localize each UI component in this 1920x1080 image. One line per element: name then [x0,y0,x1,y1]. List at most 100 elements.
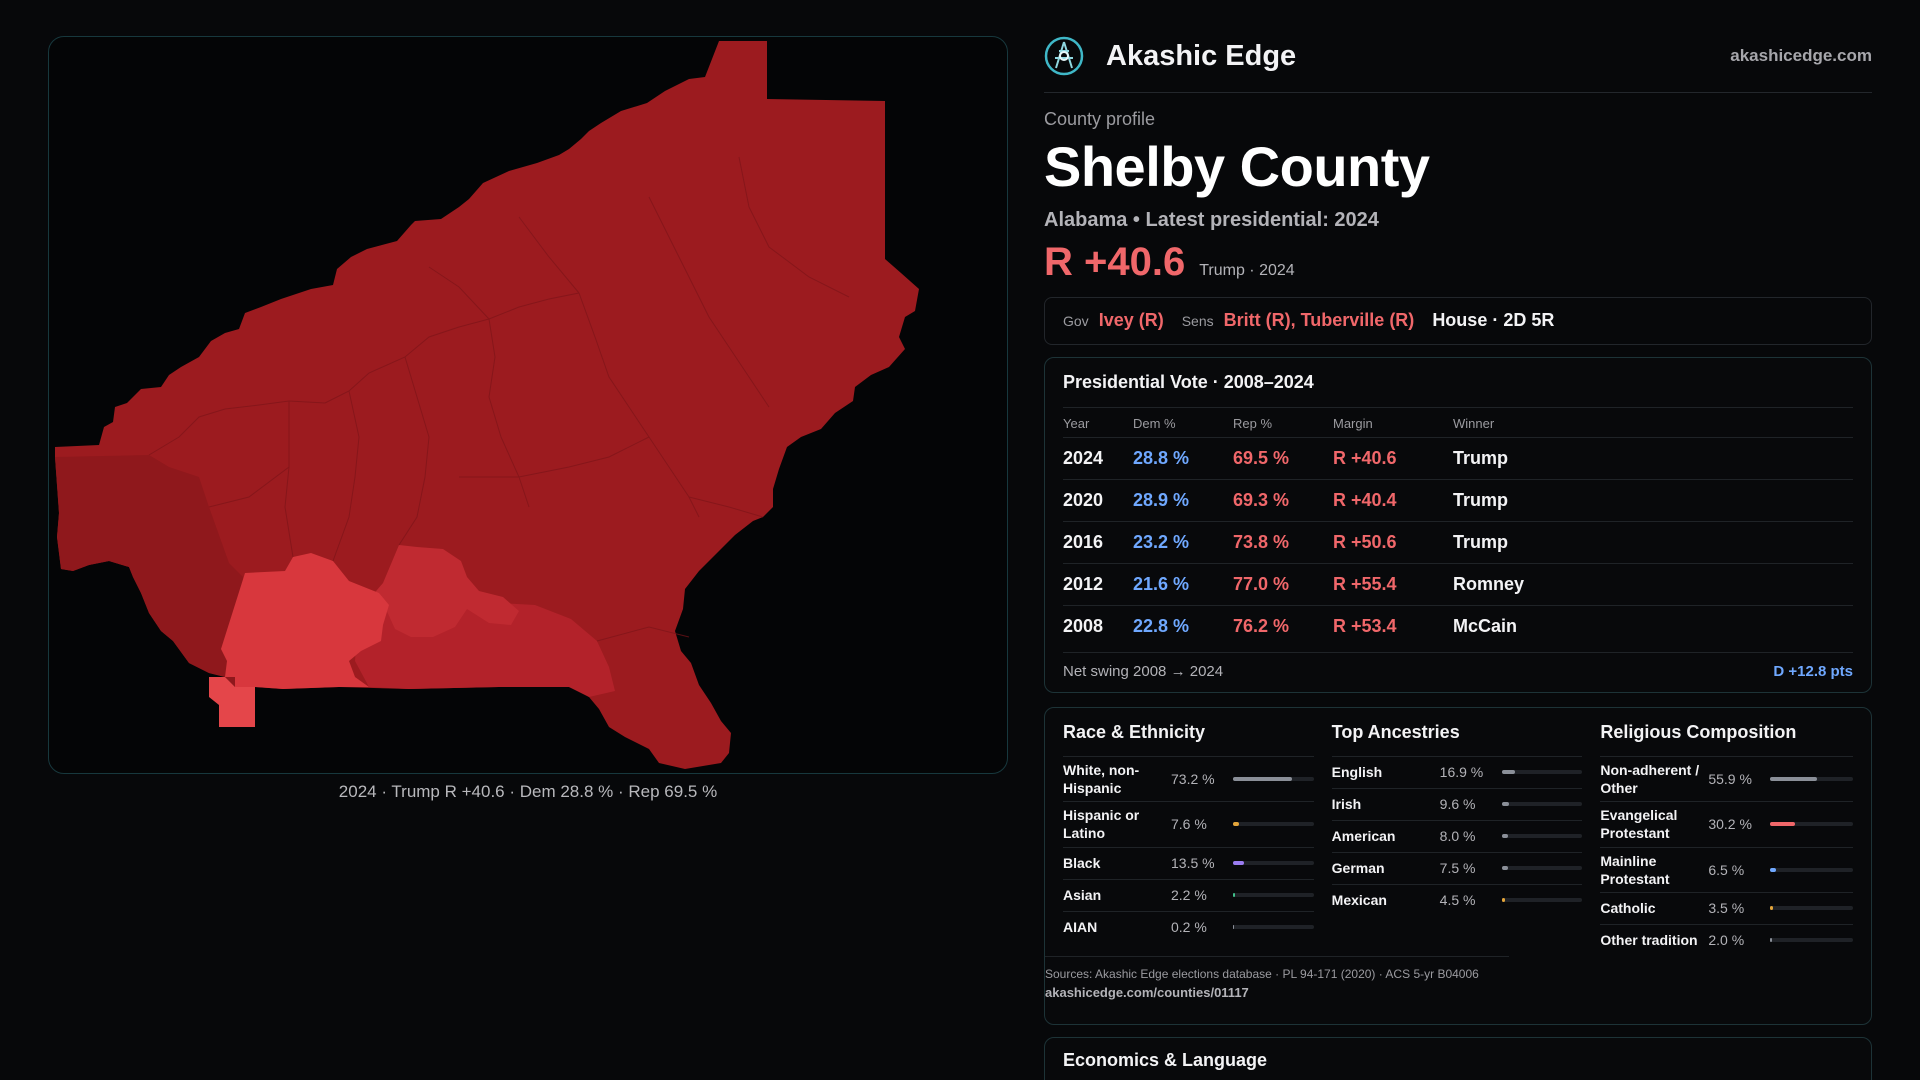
header-rep: Rep % [1233,415,1273,431]
row-dem: 21.6 % [1133,573,1190,594]
religion-bar-track [1770,867,1853,872]
religion-bar-track [1770,938,1853,943]
brand-name: Akashic Edge [1106,39,1297,72]
latest-margin-note: Trump · 2024 [1199,261,1295,279]
religion-row: Catholic 3.5 % [1600,891,1853,924]
row-rep: 77.0 % [1233,573,1290,594]
precinct-southwest [55,455,245,687]
header-dem: Dem % [1133,415,1176,431]
religion-label: Catholic [1600,900,1656,917]
ancestry-label: Mexican [1331,892,1387,909]
officials-bar: Gov Ivey (R) Sens Britt (R), Tuberville … [1044,296,1872,345]
religion-label: Other tradition [1600,932,1698,949]
race-value: 73.2 % [1171,770,1215,787]
ancestry-bar-fill [1501,898,1506,903]
row-rep: 69.5 % [1233,447,1290,468]
row-winner: McCain [1453,615,1518,636]
ancestry-value: 16.9 % [1439,764,1484,781]
table-row: 2020 28.9 % 69.3 % R +40.4 Trump [1063,478,1853,521]
ancestry-label: English [1331,764,1383,781]
ancestry-value: 9.6 % [1439,796,1476,813]
precinct-boundaries [148,156,850,642]
religion-bar-fill [1770,938,1772,943]
race-value: 0.2 % [1171,919,1207,936]
sens-label: Sens [1181,312,1214,329]
ancestry-bar-track [1501,770,1583,775]
demographics-card: Race & Ethnicity White, non-Hispanic 73.2… [1044,706,1872,1025]
row-winner: Trump [1453,489,1509,510]
race-bar-track [1233,861,1314,866]
ancestry-bar-fill [1501,770,1516,775]
map-caption: 2024 · Trump R +40.6 · Dem 28.8 % · Rep … [338,782,718,801]
race-label: Hispanic or Latino [1063,807,1140,842]
row-year: 2016 [1063,531,1104,552]
ancestry-bar-track [1501,866,1583,871]
brand-url[interactable]: akashicedge.com [1730,46,1872,65]
row-year: 2012 [1063,573,1104,594]
ancestry-bar-fill [1501,834,1509,839]
profile-eyebrow: County profile [1044,109,1156,129]
religion-value: 30.2 % [1708,816,1752,833]
race-label: Asian [1063,886,1102,903]
race-ethnicity-column: Race & Ethnicity White, non-Hispanic 73.2… [1063,722,1314,956]
religion-bar-track [1770,776,1853,781]
religion-bar-track [1770,906,1853,911]
sources-url[interactable]: akashicedge.com/counties/01117 [1045,984,1249,1000]
race-label: White, non-Hispanic [1063,761,1140,796]
county-map[interactable] [49,37,1008,774]
row-dem: 28.8 % [1133,447,1190,468]
row-dem: 22.8 % [1133,615,1190,636]
table-row: 2012 21.6 % 77.0 % R +55.4 Romney [1063,562,1853,605]
religion-label: Mainline Protestant [1600,852,1670,887]
ancestry-row: Irish 9.6 % [1331,787,1583,820]
header-divider [1044,92,1872,93]
economics-title: Economics & Language [1063,1049,1268,1070]
race-value: 2.2 % [1171,887,1207,904]
header-year: Year [1063,415,1090,431]
row-year: 2024 [1063,447,1104,468]
table-row: 2016 23.2 % 73.8 % R +50.6 Trump [1063,520,1853,563]
ancestry-row: German 7.5 % [1331,851,1583,884]
religion-row: Other tradition 2.0 % [1600,923,1853,956]
religion-label: Evangelical Protestant [1600,807,1678,842]
ancestry-bar-track [1501,802,1583,807]
county-subline: Alabama • Latest presidential: 2024 [1044,208,1379,231]
religion-bar-fill [1770,822,1796,827]
race-bar-track [1233,776,1314,781]
margin-row: R +40.6 Trump · 2024 [1044,240,1872,285]
ancestry-row: Mexican 4.5 % [1331,883,1583,916]
religion-title: Religious Composition [1600,721,1797,742]
race-bar-fill [1233,893,1235,898]
row-year: 2008 [1063,615,1104,636]
row-winner: Romney [1453,573,1525,594]
race-label: Black [1063,854,1101,871]
race-row: AIAN 0.2 % [1063,910,1314,943]
presidential-vote-card: Presidential Vote · 2008–2024 Year Dem %… [1044,356,1872,693]
religion-bar-track [1770,822,1853,827]
county-map-panel[interactable] [48,36,1008,774]
religion-bar-fill [1770,776,1817,781]
ancestry-label: American [1331,828,1396,845]
vote-table-header: Year Dem % Rep % Margin Winner [1063,406,1853,437]
race-bar-track [1233,893,1314,898]
governor: Ivey (R) [1098,310,1164,331]
race-bar-track [1233,822,1314,827]
religion-bar-fill [1770,867,1776,872]
precinct-light [221,553,389,689]
table-row: 2024 28.8 % 69.5 % R +40.6 Trump [1063,436,1853,479]
county-title: Shelby County [1044,135,1430,198]
header-winner: Winner [1453,415,1495,431]
row-rep: 69.3 % [1233,489,1290,510]
race-row: White, non-Hispanic 73.2 % [1063,755,1314,801]
sources-footer: Sources: Akashic Edge elections database… [1045,955,1509,1000]
religion-value: 6.5 % [1708,861,1745,878]
net-swing-label: Net swing 2008 → 2024 [1063,662,1224,680]
race-bar-track [1233,925,1314,930]
row-margin: R +53.4 [1333,615,1397,636]
race-title: Race & Ethnicity [1063,721,1206,742]
row-margin: R +50.6 [1333,531,1397,552]
row-year: 2020 [1063,489,1104,510]
ancestry-value: 4.5 % [1439,892,1476,909]
header-margin: Margin [1333,415,1373,431]
race-bar-fill [1233,861,1244,866]
